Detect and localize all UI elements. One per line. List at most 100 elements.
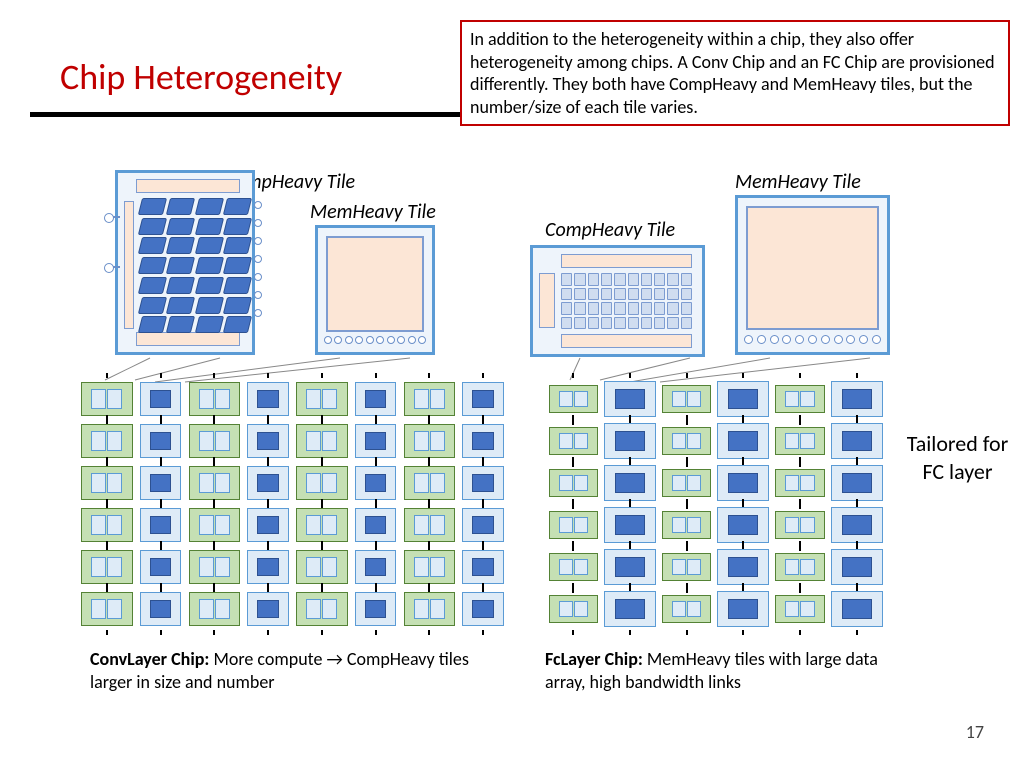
comp-tile	[403, 504, 457, 546]
comp-tile	[545, 546, 602, 588]
label-memheavy-conv: MemHeavy Tile	[310, 200, 436, 224]
comp-tile	[658, 420, 715, 462]
mem-tile	[828, 462, 885, 504]
fclayer-caption-bold: FcLayer Chip:	[545, 648, 643, 670]
mem-tile	[715, 546, 772, 588]
annotation-box: In addition to the heterogeneity within …	[460, 20, 1010, 126]
comp-tile	[295, 546, 349, 588]
comp-tile	[80, 378, 134, 420]
comp-tile	[545, 504, 602, 546]
mem-tile	[715, 504, 772, 546]
comp-tile	[80, 546, 134, 588]
mem-tile	[456, 504, 510, 546]
comp-tile	[188, 378, 242, 420]
mem-tile	[349, 378, 403, 420]
mem-tile	[241, 504, 295, 546]
comp-tile	[772, 546, 829, 588]
mem-tile	[241, 588, 295, 630]
fclayer-caption: FcLayer Chip: MemHeavy tiles with large …	[545, 648, 905, 695]
mem-tile	[349, 588, 403, 630]
mem-tile	[828, 588, 885, 630]
comp-tile	[545, 378, 602, 420]
comp-tile	[658, 462, 715, 504]
mem-tile	[134, 420, 188, 462]
mem-tile	[134, 546, 188, 588]
comp-tile	[545, 462, 602, 504]
comp-tile	[80, 588, 134, 630]
comp-tile	[772, 462, 829, 504]
comp-tile	[772, 504, 829, 546]
compheavy-tile-conv	[115, 170, 255, 355]
mem-tile	[456, 378, 510, 420]
label-memheavy-fc: MemHeavy Tile	[735, 170, 861, 194]
label-compheavy-fc: CompHeavy Tile	[545, 218, 675, 242]
mem-tile	[602, 378, 659, 420]
mem-tile	[828, 546, 885, 588]
memheavy-tile-fc	[735, 195, 890, 355]
page-number: 17	[966, 721, 984, 743]
comp-tile	[403, 546, 457, 588]
comp-tile	[80, 504, 134, 546]
mem-tile	[828, 378, 885, 420]
mem-tile	[715, 588, 772, 630]
memheavy-tile-conv	[315, 225, 435, 355]
comp-tile	[772, 588, 829, 630]
mem-tile	[602, 420, 659, 462]
mem-tile	[715, 462, 772, 504]
comp-tile	[188, 588, 242, 630]
comp-tile	[403, 420, 457, 462]
comp-tile	[295, 378, 349, 420]
comp-tile	[772, 420, 829, 462]
convlayer-caption: ConvLayer Chip: More compute → CompHeavy…	[90, 648, 470, 695]
comp-tile	[80, 462, 134, 504]
comp-tile	[545, 588, 602, 630]
comp-tile	[295, 420, 349, 462]
comp-tile	[295, 588, 349, 630]
mem-tile	[828, 504, 885, 546]
mem-tile	[241, 378, 295, 420]
comp-tile	[658, 546, 715, 588]
mem-tile	[456, 546, 510, 588]
mem-tile	[602, 546, 659, 588]
mem-tile	[349, 462, 403, 504]
mem-tile	[134, 462, 188, 504]
comp-tile	[80, 420, 134, 462]
mem-tile	[241, 420, 295, 462]
convlayer-chip-grid	[80, 378, 510, 630]
comp-tile	[188, 420, 242, 462]
mem-tile	[715, 378, 772, 420]
mem-tile	[715, 420, 772, 462]
comp-tile	[188, 462, 242, 504]
comp-tile	[295, 462, 349, 504]
mem-tile	[602, 462, 659, 504]
comp-tile	[403, 588, 457, 630]
mem-tile	[456, 588, 510, 630]
comp-tile	[658, 378, 715, 420]
mem-tile	[602, 588, 659, 630]
side-label: Tailored for FC layer	[900, 430, 1015, 485]
mem-tile	[349, 420, 403, 462]
compheavy-tile-fc	[530, 245, 705, 357]
mem-tile	[134, 588, 188, 630]
comp-tile	[658, 588, 715, 630]
comp-tile	[188, 504, 242, 546]
convlayer-caption-bold: ConvLayer Chip:	[90, 648, 209, 670]
comp-tile	[188, 546, 242, 588]
mem-tile	[349, 546, 403, 588]
mem-tile	[828, 420, 885, 462]
mem-tile	[134, 504, 188, 546]
mem-tile	[456, 420, 510, 462]
page-title: Chip Heterogeneity	[60, 55, 342, 99]
comp-tile	[658, 504, 715, 546]
mem-tile	[349, 504, 403, 546]
comp-tile	[772, 378, 829, 420]
mem-tile	[241, 462, 295, 504]
mem-tile	[602, 504, 659, 546]
comp-tile	[403, 462, 457, 504]
comp-tile	[403, 378, 457, 420]
fclayer-chip-grid	[545, 378, 885, 630]
mem-tile	[134, 378, 188, 420]
mem-tile	[241, 546, 295, 588]
comp-tile	[295, 504, 349, 546]
mem-tile	[456, 462, 510, 504]
